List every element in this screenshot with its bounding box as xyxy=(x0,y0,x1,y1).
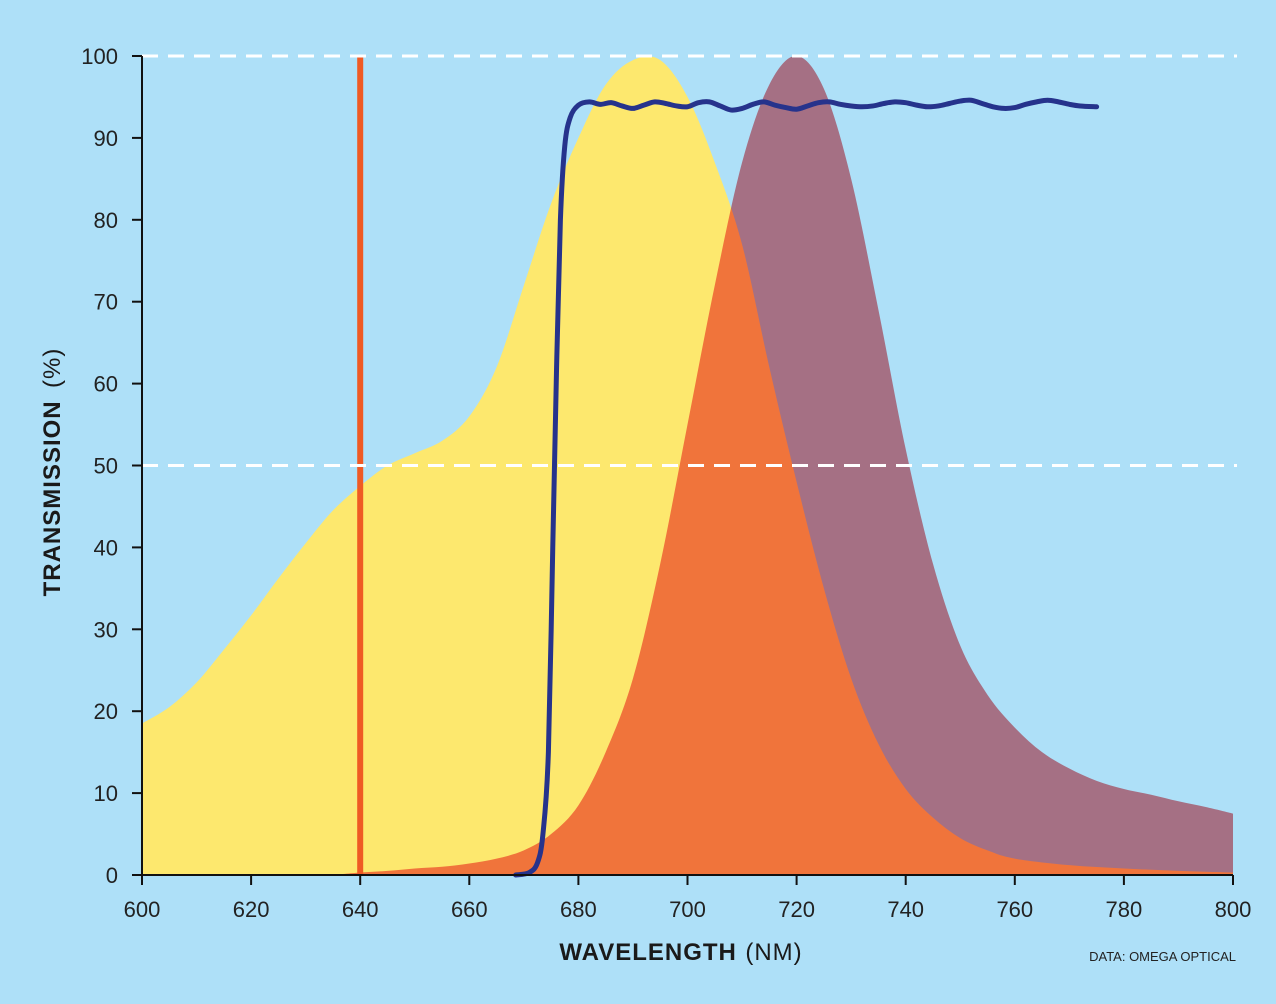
x-tick-label-800: 800 xyxy=(1215,897,1252,922)
y-tick-label-100: 100 xyxy=(81,44,118,69)
y-tick-label-0: 0 xyxy=(106,863,118,888)
x-axis-title-main: WAVELENGTH xyxy=(559,939,737,966)
y-tick-label-40: 40 xyxy=(94,535,118,560)
x-tick-label-740: 740 xyxy=(887,897,924,922)
y-tick-label-60: 60 xyxy=(94,372,118,397)
x-tick-label-760: 760 xyxy=(996,897,1033,922)
x-tick-label-680: 680 xyxy=(560,897,597,922)
axes xyxy=(132,55,1234,885)
x-tick-label-700: 700 xyxy=(669,897,706,922)
x-tick-label-720: 720 xyxy=(778,897,815,922)
y-tick-label-20: 20 xyxy=(94,699,118,724)
y-axis-title: TRANSMISSION (%) xyxy=(39,348,66,597)
area-series-2 xyxy=(332,55,1233,876)
y-tick-label-70: 70 xyxy=(94,290,118,315)
y-axis-title-main: TRANSMISSION xyxy=(39,400,66,596)
x-tick-label-660: 660 xyxy=(451,897,488,922)
x-axis-title-unit: (NM) xyxy=(745,939,802,966)
data-credit: DATA: OMEGA OPTICAL xyxy=(1089,949,1236,964)
x-tick-label-620: 620 xyxy=(233,897,270,922)
x-axis-title: WAVELENGTH (NM) xyxy=(559,939,802,966)
y-tick-label-50: 50 xyxy=(94,454,118,479)
reference-lines xyxy=(142,54,1237,467)
y-tick-label-90: 90 xyxy=(94,126,118,151)
x-tick-label-640: 640 xyxy=(342,897,379,922)
y-axis-title-unit: (%) xyxy=(39,348,66,388)
y-tick-label-80: 80 xyxy=(94,208,118,233)
x-tick-label-780: 780 xyxy=(1106,897,1143,922)
tick-labels: 600 620 640 660 680 700 720 740 760 780 800 0 10 20 30… xyxy=(81,44,1251,922)
y-tick-label-30: 30 xyxy=(94,617,118,642)
line-series-3 xyxy=(513,97,1100,878)
y-tick-label-10: 10 xyxy=(94,781,118,806)
x-tick-label-600: 600 xyxy=(124,897,161,922)
